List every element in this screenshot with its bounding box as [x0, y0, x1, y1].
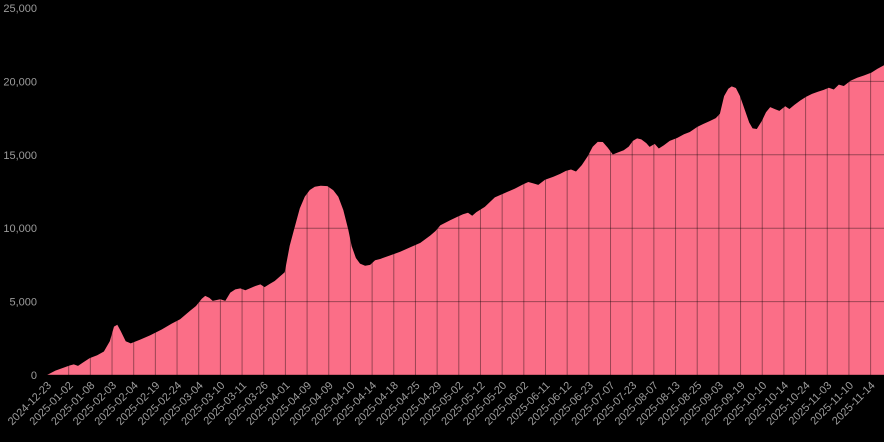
y-tick-label: 20,000	[3, 76, 37, 88]
y-tick-label: 10,000	[3, 223, 37, 235]
area-series	[47, 65, 884, 376]
y-tick-label: 5,000	[9, 297, 37, 309]
y-tick-label: 25,000	[3, 3, 37, 15]
y-tick-label: 0	[31, 370, 37, 382]
y-tick-label: 15,000	[3, 150, 37, 162]
